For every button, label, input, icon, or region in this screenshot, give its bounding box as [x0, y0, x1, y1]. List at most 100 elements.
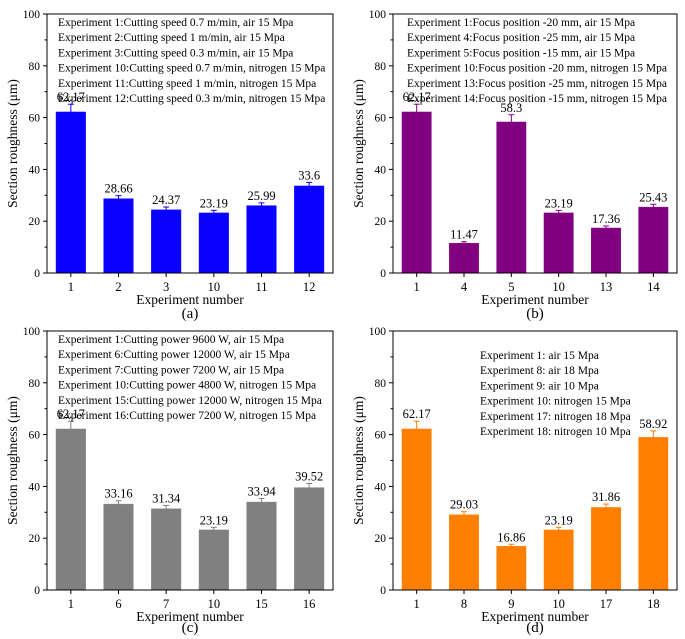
y-axis-title: Section roughness (μm) — [351, 396, 366, 525]
x-tick-label: 1 — [68, 597, 74, 611]
x-tick-label: 11 — [255, 280, 267, 294]
data-label: 23.19 — [545, 196, 573, 210]
legend-entry: Experiment 9: air 10 Mpa — [480, 380, 599, 392]
x-tick-label: 18 — [647, 597, 660, 611]
data-label: 31.34 — [152, 491, 181, 505]
x-tick-label: 2 — [115, 280, 121, 294]
data-label: 58.3 — [500, 101, 522, 115]
x-tick-label: 17 — [600, 597, 613, 611]
legend-entry: Experiment 8: air 18 Mpa — [480, 365, 599, 377]
bar — [638, 437, 669, 591]
data-label: 39.52 — [295, 469, 323, 483]
legend-entry: Experiment 7:Cutting power 7200 W, air 1… — [58, 364, 284, 376]
data-label: 62.17 — [57, 407, 85, 421]
x-tick-label: 1 — [414, 597, 420, 611]
panel-label: (b) — [526, 306, 544, 322]
data-label: 31.86 — [592, 490, 620, 504]
bar — [198, 529, 229, 591]
data-label: 23.19 — [200, 196, 228, 210]
x-tick-label: 5 — [508, 280, 514, 294]
bar — [103, 198, 134, 274]
x-tick-label: 14 — [647, 280, 660, 294]
y-tick-label: 20 — [375, 533, 387, 545]
legend-entry: Experiment 4:Focus position -25 mm, air … — [407, 32, 635, 44]
legend-entry: Experiment 1: air 15 Mpa — [480, 350, 599, 362]
panel-label: (a) — [182, 306, 199, 322]
legend-entry: Experiment 12:Cutting speed 0.3 m/min, n… — [58, 93, 325, 105]
x-tick-label: 16 — [303, 597, 316, 611]
legend-entry: Experiment 5:Focus position -15 mm, air … — [407, 47, 635, 59]
y-tick-label: 60 — [29, 113, 41, 125]
y-tick-label: 80 — [375, 61, 387, 73]
data-label: 33.94 — [247, 484, 276, 498]
y-tick-label: 40 — [29, 481, 41, 493]
y-tick-label: 60 — [375, 430, 387, 442]
x-axis-title: Experiment number — [481, 609, 589, 624]
y-axis-title: Section roughness (μm) — [351, 79, 366, 208]
data-label: 62.17 — [403, 90, 431, 104]
bar — [246, 501, 277, 591]
data-label: 25.99 — [247, 189, 275, 203]
bar — [638, 206, 669, 274]
y-tick-label: 0 — [34, 585, 40, 597]
legend-entry: Experiment 6:Cutting power 12000 W, air … — [58, 349, 290, 361]
bar — [55, 428, 86, 591]
bar — [591, 507, 621, 591]
bar — [103, 503, 134, 591]
y-tick-label: 100 — [23, 326, 41, 338]
data-label: 17.36 — [592, 212, 620, 226]
legend-entry: Experiment 13:Focus position -25 mm, nit… — [407, 78, 667, 90]
x-tick-label: 10 — [208, 280, 221, 294]
y-tick-label: 40 — [375, 164, 387, 176]
chart-panel-3: 62.17 1 33.16 6 31.34 7 23.19 10 33.94 15 39.52 16 0… — [5, 326, 334, 636]
y-tick-label: 40 — [375, 481, 387, 493]
y-tick-label: 20 — [29, 216, 41, 228]
bar — [246, 205, 277, 274]
x-tick-label: 12 — [303, 280, 316, 294]
x-tick-label: 1 — [68, 280, 74, 294]
data-label: 62.17 — [403, 407, 431, 421]
bar — [591, 227, 621, 274]
y-tick-label: 100 — [23, 9, 41, 21]
y-tick-label: 0 — [380, 268, 386, 280]
bar — [198, 212, 229, 274]
data-label: 28.66 — [104, 182, 132, 196]
y-tick-label: 100 — [369, 9, 387, 21]
x-tick-label: 6 — [115, 597, 121, 611]
panel-label: (c) — [182, 620, 199, 636]
data-label: 29.03 — [450, 498, 478, 512]
x-axis-title: Experiment number — [481, 292, 589, 307]
x-tick-label: 7 — [163, 597, 169, 611]
data-label: 62.17 — [57, 90, 85, 104]
data-label: 23.19 — [200, 513, 228, 527]
plot-frame — [392, 330, 678, 591]
y-tick-label: 100 — [369, 326, 387, 338]
y-axis-title: Section roughness (μm) — [5, 396, 20, 525]
legend-entry: Experiment 14:Focus position -15 mm, nit… — [407, 93, 667, 105]
y-tick-label: 60 — [375, 113, 387, 125]
y-tick-label: 80 — [375, 378, 387, 390]
legend-entry: Experiment 2:Cutting speed 1 m/min, air … — [58, 32, 285, 44]
plot-frame — [46, 330, 334, 591]
y-tick-label: 80 — [29, 378, 41, 390]
legend-entry: Experiment 17: nitrogen 18 Mpa — [480, 411, 631, 423]
legend-entry: Experiment 10:Focus position -20 mm, nit… — [407, 63, 667, 75]
x-tick-label: 1 — [414, 280, 420, 294]
bar — [496, 546, 527, 591]
bar — [496, 121, 527, 274]
data-label: 11.47 — [450, 228, 478, 242]
x-tick-label: 10 — [552, 280, 565, 294]
data-label: 25.43 — [639, 190, 667, 204]
x-tick-label: 9 — [508, 597, 514, 611]
y-tick-label: 20 — [29, 533, 41, 545]
data-label: 33.6 — [298, 168, 320, 182]
x-tick-label: 4 — [461, 280, 468, 294]
x-tick-label: 3 — [163, 280, 169, 294]
y-axis-title: Section roughness (μm) — [5, 79, 20, 208]
bar — [401, 111, 432, 274]
y-tick-label: 80 — [29, 61, 41, 73]
chart-panel-4: 62.17 1 29.03 8 16.86 9 23.19 10 31.86 17 58.92 18 0… — [351, 326, 678, 636]
legend-entry: Experiment 10: nitrogen 15 Mpa — [480, 396, 631, 408]
legend-entry: Experiment 1:Cutting power 9600 W, air 1… — [58, 334, 284, 346]
